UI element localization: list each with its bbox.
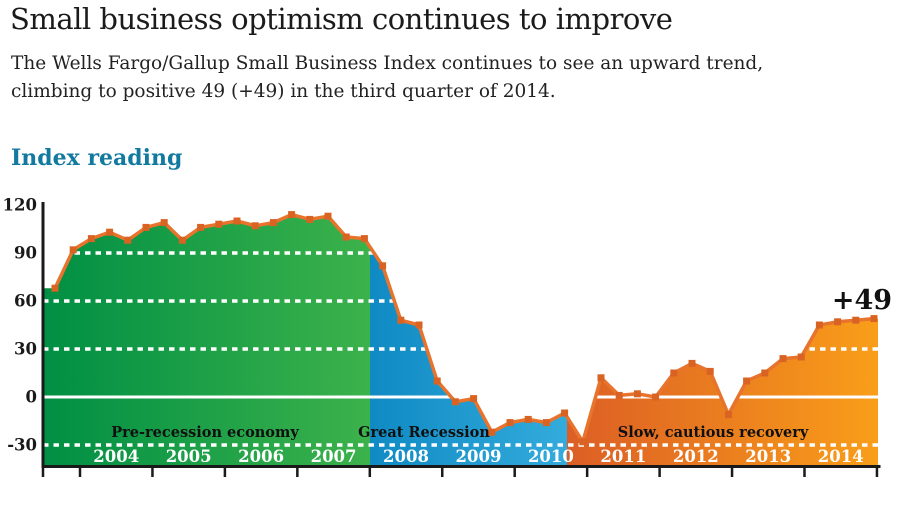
data-point-marker [506,419,514,427]
data-point-marker [360,235,368,243]
index-line [53,212,875,444]
data-point-marker [470,395,478,403]
data-point-marker [142,223,150,231]
x-axis-tick [803,468,806,477]
x-axis-year-label: 2005 [166,447,212,466]
x-axis-tick [585,468,589,477]
data-point-marker [178,236,186,244]
data-point-marker [251,222,259,230]
era-label: Pre-recession economy [111,424,299,441]
y-axis-label: 60 [14,292,37,311]
x-axis-year-label: 2011 [600,447,646,466]
data-point-marker [815,321,823,329]
data-point-marker [69,246,77,254]
x-axis-tick [78,468,82,477]
y-axis-label: 90 [14,244,37,263]
x-axis-year-label: 2013 [745,447,791,466]
data-point-marker [233,217,241,225]
data-point-marker [706,367,714,375]
x-axis-year-label: 2009 [456,447,502,466]
data-point-marker [779,355,787,363]
page-subtitle: The Wells Fargo/Gallup Small Business In… [11,50,763,106]
era-label: Slow, cautious recovery [618,424,809,441]
data-point-marker [197,223,205,231]
y-axis-label: 0 [26,388,37,407]
data-point-marker [106,228,114,236]
x-axis-year-label: 2010 [528,447,574,466]
subtitle-line-1: The Wells Fargo/Gallup Small Business In… [11,53,764,74]
x-axis-tick [41,468,45,477]
data-point-marker [342,233,350,241]
x-axis-year-label: 2006 [238,447,284,466]
data-point-marker [215,220,223,228]
data-point-marker [852,316,860,324]
data-point-marker [306,215,314,223]
data-point-marker [797,353,805,361]
data-point-marker [124,236,132,244]
data-point-marker [433,377,441,385]
data-point-marker [561,409,569,417]
data-point-marker [288,211,296,219]
x-axis-tick [730,468,734,477]
data-point-marker [379,262,387,270]
data-point-marker [542,419,550,427]
data-point-marker [51,284,59,292]
data-point-marker [397,316,405,324]
data-point-marker [652,393,660,401]
latest-value-annotation: +49 [832,285,892,316]
data-point-marker [87,235,95,243]
y-axis-label: 30 [14,340,37,359]
data-point-marker [160,219,168,227]
x-axis-year-label: 2014 [818,447,864,466]
x-axis-year-label: 2008 [383,447,429,466]
data-point-marker [269,219,277,227]
data-point-marker [724,411,732,419]
x-axis-year-label: 2007 [311,447,357,466]
data-point-marker [688,359,696,367]
data-point-marker [743,377,751,385]
x-axis-tick [513,468,516,477]
x-axis-tick [441,468,444,477]
data-point-marker [834,318,842,326]
x-axis-year-label: 2012 [673,447,719,466]
x-axis-tick [223,468,227,477]
page-title: Small business optimism continues to imp… [10,2,673,36]
data-point-marker [524,415,532,423]
data-point-marker [761,369,769,377]
x-axis-tick [368,468,372,477]
data-point-marker [597,374,605,382]
data-point-marker [451,398,459,406]
y-axis-line [41,202,45,468]
era-region [43,214,370,466]
data-point-marker [870,315,878,323]
x-axis-tick [658,468,661,477]
x-axis-line [41,465,881,468]
chart-heading: Index reading [11,145,183,171]
x-axis-tick [875,468,879,477]
y-axis-label: -30 [7,436,37,455]
data-point-marker [633,390,641,398]
x-axis-year-label: 2004 [93,447,139,466]
era-label: Great Recession [358,424,490,441]
data-point-marker [670,369,678,377]
x-axis-tick [296,468,299,477]
data-point-marker [579,438,587,446]
data-point-marker [324,212,332,220]
data-point-marker [488,428,496,436]
subtitle-line-2: climbing to positive 49 (+49) in the thi… [11,81,556,102]
data-point-marker [415,321,423,329]
y-axis-label: 120 [3,196,37,215]
data-point-marker [615,391,623,399]
x-axis-tick [151,468,154,477]
